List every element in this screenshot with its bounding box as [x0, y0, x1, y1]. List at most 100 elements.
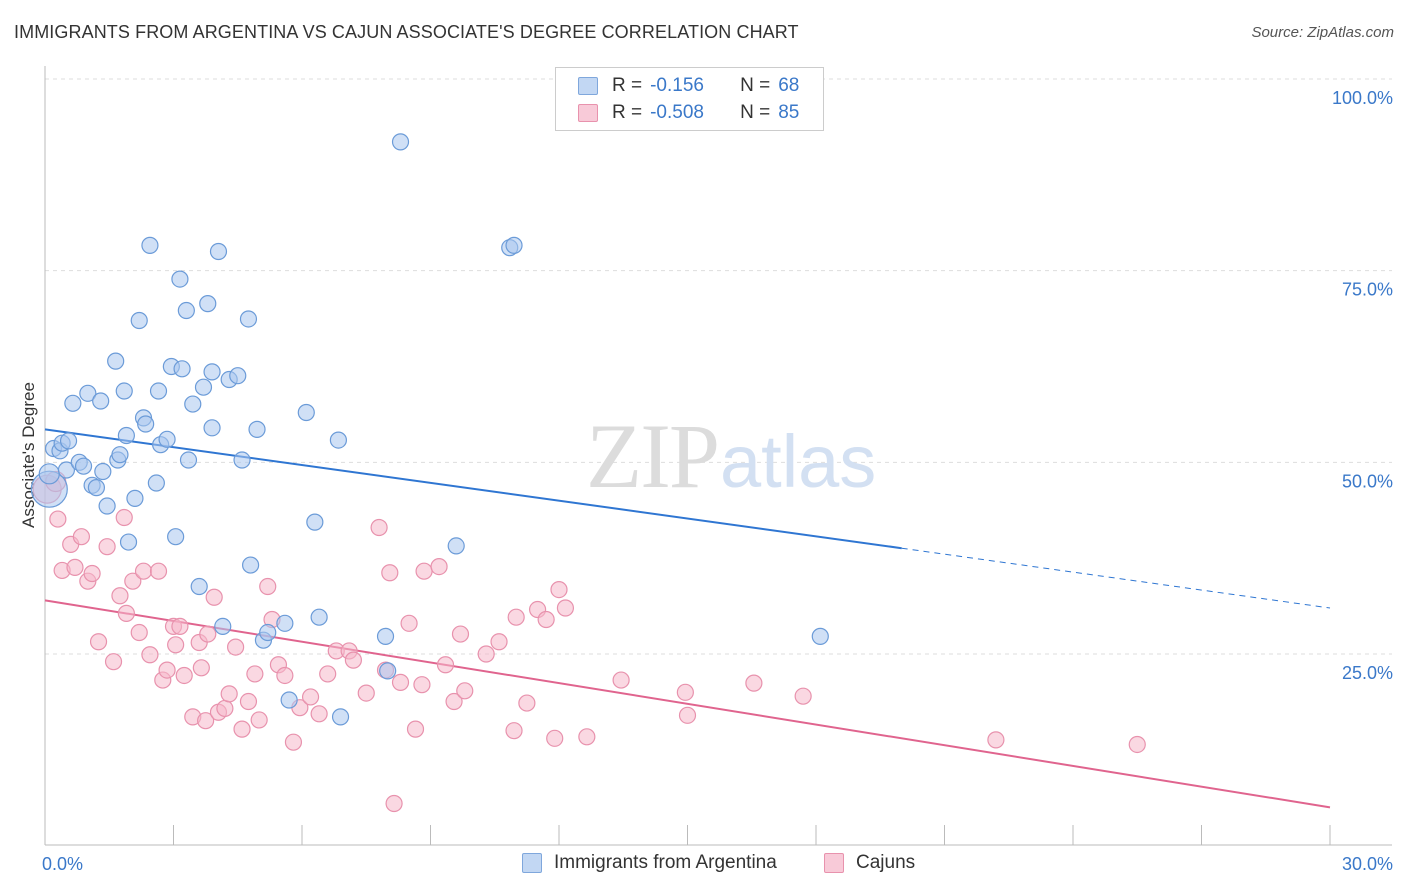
point-cajuns	[276, 666, 294, 685]
point-argentina	[147, 474, 165, 492]
point-argentina	[203, 363, 221, 381]
point-argentina	[111, 446, 129, 464]
legend-swatch-argentina	[578, 77, 598, 95]
point-argentina	[329, 431, 348, 449]
point-cajuns	[98, 538, 116, 556]
point-argentina	[376, 627, 395, 645]
point-argentina	[179, 451, 198, 469]
point-cajuns	[192, 659, 210, 677]
legend-n-value: 85	[778, 102, 800, 123]
point-argentina	[59, 432, 78, 450]
point-argentina	[126, 489, 144, 507]
point-cajuns	[385, 794, 403, 813]
watermark: ZIP atlas	[586, 405, 876, 507]
point-cajuns	[745, 674, 763, 692]
point-cajuns	[199, 625, 217, 643]
point-cajuns	[556, 599, 575, 617]
point-cajuns	[406, 720, 425, 738]
point-argentina	[107, 352, 125, 370]
point-cajuns	[344, 651, 362, 669]
point-cajuns	[370, 518, 388, 537]
point-argentina	[248, 420, 266, 438]
point-cajuns	[104, 653, 123, 671]
point-cajuns	[115, 508, 133, 527]
point-argentina	[64, 394, 82, 412]
point-cajuns	[477, 645, 495, 663]
point-cajuns	[175, 666, 193, 685]
point-cajuns	[518, 694, 536, 712]
y-tick-label: 25.0%	[1342, 663, 1393, 683]
point-argentina	[177, 301, 195, 320]
gridlines	[45, 78, 1392, 655]
point-argentina	[331, 708, 350, 726]
point-argentina	[115, 382, 133, 400]
point-argentina	[119, 533, 138, 551]
point-cajuns	[445, 692, 463, 711]
point-cajuns	[246, 665, 264, 683]
point-argentina	[173, 360, 191, 378]
legend-n-label: N =	[740, 102, 771, 123]
trend-line-argentina-extension	[901, 547, 1331, 609]
watermark-atlas: atlas	[720, 420, 876, 503]
point-argentina	[98, 497, 116, 515]
point-argentina	[167, 528, 185, 546]
point-argentina	[184, 395, 202, 413]
legend-row-cajuns: R = -0.508 N = 85	[578, 101, 799, 125]
point-cajuns	[233, 720, 251, 738]
point-argentina	[194, 378, 213, 396]
point-cajuns	[612, 671, 630, 689]
point-cajuns	[1128, 735, 1146, 754]
data-points	[30, 133, 1146, 813]
point-argentina	[297, 403, 315, 422]
point-argentina	[57, 461, 76, 479]
y-tick-label: 50.0%	[1342, 471, 1393, 491]
point-argentina	[280, 691, 298, 709]
point-argentina	[391, 133, 410, 151]
y-tick-label: 75.0%	[1342, 280, 1393, 300]
point-argentina	[233, 451, 251, 469]
tick-labels: 25.0% 50.0% 75.0% 100.0% 0.0% 30.0%	[42, 88, 1393, 874]
point-cajuns	[507, 608, 525, 626]
point-cajuns	[676, 683, 694, 701]
point-cajuns	[451, 625, 470, 643]
point-cajuns	[456, 682, 474, 700]
point-argentina	[306, 513, 324, 531]
point-cajuns	[415, 562, 433, 580]
point-cajuns	[205, 588, 223, 606]
legend-swatch-argentina	[522, 853, 542, 873]
legend-item-argentina: Immigrants from Argentina	[522, 852, 777, 874]
legend-swatch-cajuns	[578, 104, 598, 122]
point-argentina	[79, 384, 97, 402]
point-cajuns	[794, 687, 812, 705]
point-argentina	[130, 311, 148, 330]
point-argentina	[190, 577, 208, 596]
legend-label-argentina: Immigrants from Argentina	[554, 852, 777, 873]
point-cajuns	[49, 510, 67, 528]
point-argentina	[239, 310, 258, 328]
source-credit: Source: ZipAtlas.com	[1251, 24, 1394, 41]
point-cajuns	[216, 699, 234, 718]
point-argentina	[199, 295, 217, 313]
legend-n-label: N =	[740, 75, 771, 96]
point-cajuns	[987, 731, 1005, 749]
axes	[44, 66, 1392, 846]
watermark-zip: ZIP	[586, 405, 718, 507]
point-cajuns	[310, 705, 328, 723]
point-cajuns	[220, 685, 238, 703]
point-argentina	[203, 419, 221, 437]
trend-line-argentina	[44, 428, 902, 550]
point-cajuns	[505, 722, 523, 740]
point-cajuns	[117, 604, 135, 622]
point-cajuns	[546, 729, 564, 747]
point-argentina	[229, 367, 247, 385]
point-cajuns	[301, 688, 320, 706]
point-argentina	[242, 556, 260, 574]
point-argentina	[259, 623, 277, 642]
point-cajuns	[357, 684, 375, 702]
x-tick-label: 30.0%	[1342, 854, 1393, 874]
point-cajuns	[197, 712, 215, 730]
point-cajuns	[678, 706, 697, 724]
point-cajuns	[141, 646, 159, 664]
y-tick-label: 100.0%	[1332, 88, 1393, 108]
